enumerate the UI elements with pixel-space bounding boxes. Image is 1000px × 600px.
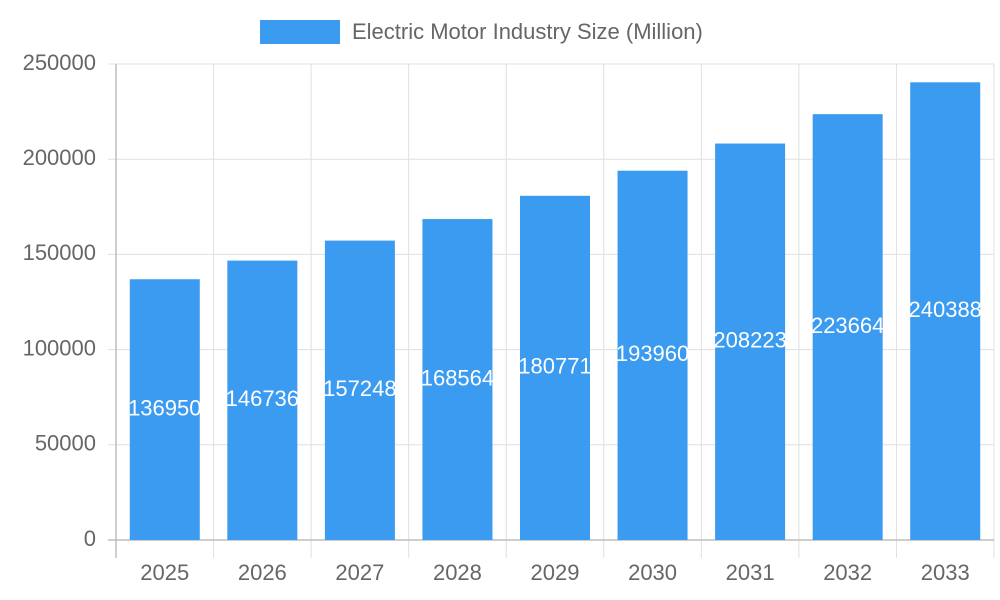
x-tick-label: 2031: [726, 560, 775, 585]
data-label: 240388: [909, 297, 982, 322]
x-tick-label: 2033: [921, 560, 970, 585]
y-tick-label: 250000: [23, 50, 96, 75]
data-label: 136950: [128, 395, 201, 420]
bar: [520, 195, 590, 540]
x-tick-label: 2028: [433, 560, 482, 585]
data-label: 193960: [616, 341, 689, 366]
legend-label: Electric Motor Industry Size (Million): [352, 19, 703, 44]
bar: [129, 279, 200, 540]
bar: [324, 240, 395, 541]
x-tick-label: 2025: [140, 560, 189, 585]
bar: [422, 219, 493, 540]
legend-swatch: [260, 20, 340, 44]
data-label: 146736: [226, 386, 299, 411]
y-tick-label: 100000: [23, 335, 96, 360]
y-tick-label: 150000: [23, 240, 96, 265]
y-tick-label: 200000: [23, 145, 96, 170]
data-label: 208223: [713, 328, 786, 353]
bar: [910, 82, 981, 541]
data-label: 223664: [811, 313, 884, 338]
y-tick-label: 50000: [35, 431, 96, 456]
x-tick-label: 2027: [335, 560, 384, 585]
x-tick-label: 2026: [238, 560, 287, 585]
data-label: 180771: [518, 354, 591, 379]
x-tick-label: 2032: [823, 560, 872, 585]
data-label: 168564: [421, 365, 494, 390]
y-tick-label: 0: [84, 526, 96, 551]
data-label: 157248: [323, 376, 396, 401]
x-tick-label: 2029: [531, 560, 580, 585]
bar: [227, 260, 298, 540]
bar: [812, 114, 883, 541]
bar: [617, 170, 688, 540]
bar: [715, 143, 786, 541]
x-tick-label: 2030: [628, 560, 677, 585]
